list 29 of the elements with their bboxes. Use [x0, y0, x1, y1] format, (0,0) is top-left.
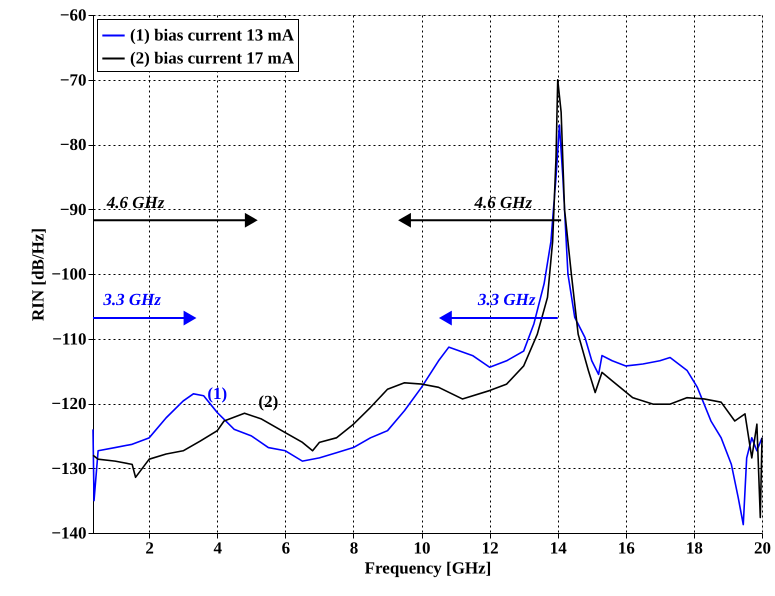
legend-label: (2) bias current 17 mA — [130, 48, 295, 68]
annotation: 4.6 GHz — [473, 192, 532, 212]
y-tick-label: −110 — [52, 329, 86, 348]
x-tick-label: 20 — [754, 538, 771, 558]
annotation: (2) — [258, 392, 278, 412]
y-tick-label: −140 — [51, 524, 86, 542]
y-tick-label: −80 — [60, 135, 86, 154]
legend-label: (1) bias current 13 mA — [130, 26, 295, 44]
x-tick-label: 8 — [350, 538, 358, 558]
x-tick-label: 14 — [550, 538, 568, 558]
x-axis-title: Frequency [GHz] — [364, 558, 492, 578]
y-tick-label: −130 — [51, 458, 86, 478]
y-tick-label: −70 — [60, 70, 86, 90]
x-tick-label: 18 — [686, 538, 703, 558]
x-tick-label: 6 — [282, 538, 290, 558]
annotation: 3.3 GHz — [102, 290, 162, 309]
x-tick-label: 16 — [618, 538, 635, 558]
y-tick-label: −120 — [51, 394, 86, 413]
y-tick-label: −90 — [60, 200, 86, 219]
x-tick-label: 10 — [414, 538, 431, 558]
y-tick-label: −60 — [60, 6, 86, 24]
y-axis-title: RIN [dB/Hz] — [28, 228, 48, 322]
annotation: (1) — [207, 384, 228, 403]
annotation: 4.6 GHz — [106, 192, 165, 212]
x-tick-label: 2 — [145, 538, 154, 558]
annotation: 3.3 GHz — [476, 290, 536, 309]
x-tick-label: 4 — [214, 538, 223, 558]
x-tick-label: 12 — [482, 538, 499, 558]
y-tick-label: −100 — [51, 264, 86, 284]
